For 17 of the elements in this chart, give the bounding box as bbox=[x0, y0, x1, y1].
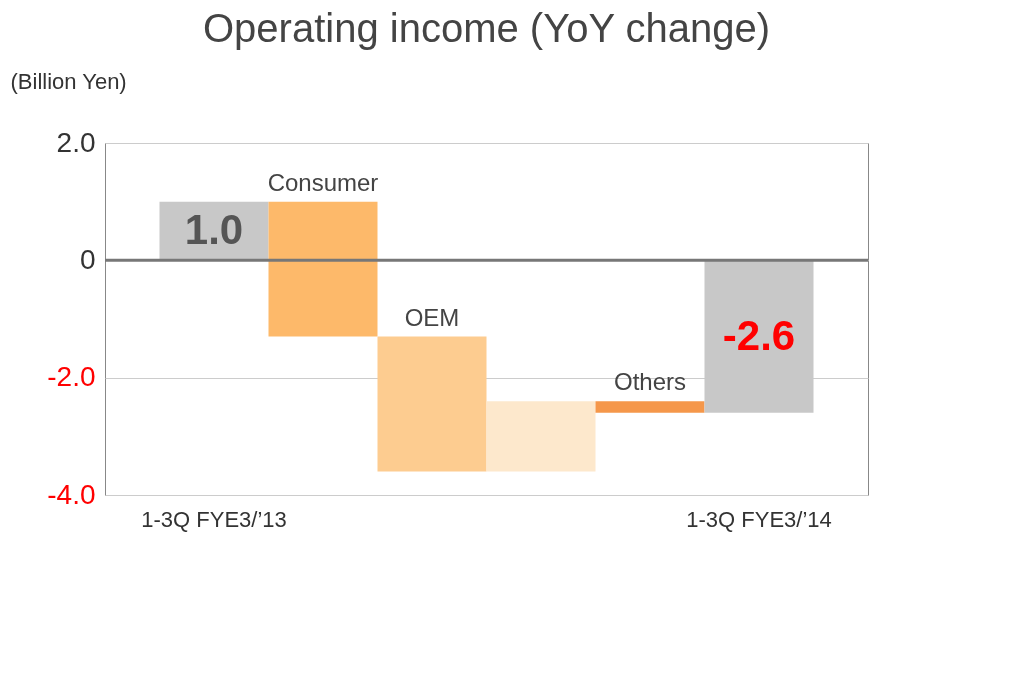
bar bbox=[486, 401, 596, 472]
x-tick-label: OEM bbox=[404, 303, 460, 331]
y-axis-title: (Billion Yen) bbox=[10, 68, 127, 94]
x-tick-label: 1-3Q FYE3/’13 bbox=[141, 506, 287, 532]
y-tick-label: 0 bbox=[79, 243, 96, 275]
x-tick-label: 1-3Q FYE3/’14 bbox=[686, 506, 832, 532]
bar bbox=[595, 401, 705, 413]
bar bbox=[268, 201, 378, 337]
x-tick-label: Consumer bbox=[267, 168, 379, 196]
data-label: -2.6 bbox=[722, 311, 796, 359]
x-tick-label: Others bbox=[613, 368, 687, 396]
y-tick-label: -4.0 bbox=[47, 478, 96, 510]
chart-title: Operating income (YoY change) bbox=[202, 6, 771, 50]
y-tick-label: -2.0 bbox=[47, 361, 96, 393]
bar bbox=[377, 336, 487, 472]
y-tick-label: 2.0 bbox=[56, 126, 96, 158]
data-label: 1.0 bbox=[184, 206, 244, 253]
